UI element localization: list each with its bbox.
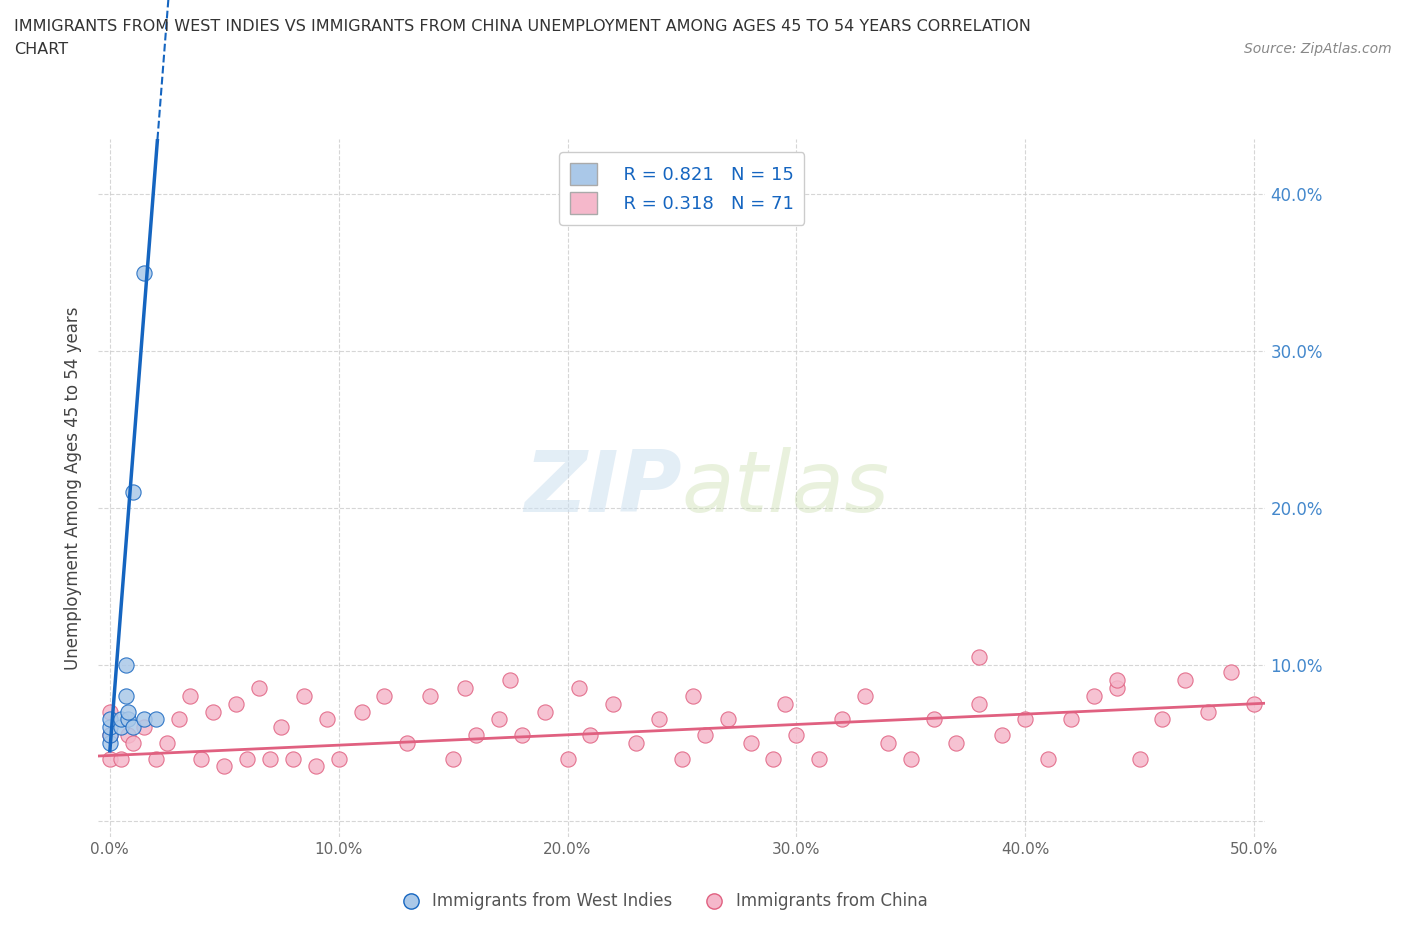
Point (236, 751, 259, 766)
Point (214, 759, 236, 774)
Point (740, 736, 762, 751)
Legend:   R = 0.821   N = 15,   R = 0.318   N = 71: R = 0.821 N = 15, R = 0.318 N = 71 (560, 152, 804, 225)
Point (1083, 688, 1105, 703)
Point (121, 736, 143, 751)
Point (441, 751, 464, 766)
Point (134, 712, 156, 727)
Point (247, 681, 270, 696)
Point (134, 720, 156, 735)
Point (179, 688, 201, 703)
Point (922, 712, 945, 727)
Point (945, 736, 967, 751)
Point (98, 720, 121, 735)
Point (328, 751, 350, 766)
Point (270, 720, 292, 735)
Point (98, 727, 121, 742)
Legend: Immigrants from West Indies, Immigrants from China: Immigrants from West Indies, Immigrants … (387, 885, 935, 917)
Point (110, 720, 132, 735)
Point (1105, 681, 1128, 696)
Point (259, 751, 281, 766)
Point (281, 751, 304, 766)
Point (110, 712, 132, 727)
Point (1060, 712, 1083, 727)
Point (510, 727, 533, 742)
Point (533, 704, 555, 719)
Point (98, 736, 121, 751)
Point (121, 720, 143, 735)
Text: Source: ZipAtlas.com: Source: ZipAtlas.com (1244, 42, 1392, 56)
Point (969, 649, 991, 664)
Point (671, 751, 693, 766)
Point (1128, 751, 1150, 766)
Point (121, 485, 143, 499)
Point (1036, 751, 1059, 766)
Text: CHART: CHART (14, 42, 67, 57)
Point (808, 751, 831, 766)
Point (201, 704, 224, 719)
Point (225, 697, 247, 711)
Point (134, 265, 156, 280)
Point (453, 681, 475, 696)
Point (156, 736, 179, 751)
Point (190, 751, 212, 766)
Point (682, 688, 704, 703)
Point (373, 688, 395, 703)
Point (1174, 672, 1197, 687)
Text: atlas: atlas (682, 446, 890, 530)
Point (991, 727, 1014, 742)
Point (292, 688, 315, 703)
Point (717, 712, 740, 727)
Text: ZIP: ZIP (524, 446, 682, 530)
Point (1197, 704, 1219, 719)
Point (853, 688, 876, 703)
Point (648, 712, 671, 727)
Point (316, 712, 339, 727)
Text: IMMIGRANTS FROM WEST INDIES VS IMMIGRANTS FROM CHINA UNEMPLOYMENT AMONG AGES 45 : IMMIGRANTS FROM WEST INDIES VS IMMIGRANT… (14, 19, 1031, 33)
Point (115, 658, 138, 672)
Point (876, 736, 898, 751)
Point (1105, 672, 1128, 687)
Point (98, 751, 121, 766)
Point (557, 751, 579, 766)
Point (499, 672, 522, 687)
Point (117, 727, 139, 742)
Point (624, 736, 647, 751)
Point (762, 751, 785, 766)
Y-axis label: Unemployment Among Ages 45 to 54 years: Unemployment Among Ages 45 to 54 years (65, 307, 83, 670)
Point (350, 704, 373, 719)
Point (145, 712, 167, 727)
Point (117, 704, 139, 719)
Point (785, 727, 807, 742)
Point (115, 688, 138, 703)
Point (110, 751, 132, 766)
Point (465, 727, 488, 742)
Point (969, 697, 991, 711)
Point (98, 727, 121, 742)
Point (98, 712, 121, 727)
Point (693, 727, 716, 742)
Point (579, 727, 602, 742)
Point (1243, 697, 1265, 711)
Point (831, 712, 853, 727)
Point (419, 688, 441, 703)
Point (117, 712, 139, 727)
Point (396, 736, 419, 751)
Point (167, 712, 190, 727)
Point (488, 712, 510, 727)
Point (145, 751, 167, 766)
Point (602, 697, 624, 711)
Point (1152, 712, 1174, 727)
Point (773, 697, 796, 711)
Point (568, 681, 591, 696)
Point (1220, 665, 1243, 680)
Point (98, 704, 121, 719)
Point (1014, 712, 1036, 727)
Point (900, 751, 922, 766)
Point (305, 759, 328, 774)
